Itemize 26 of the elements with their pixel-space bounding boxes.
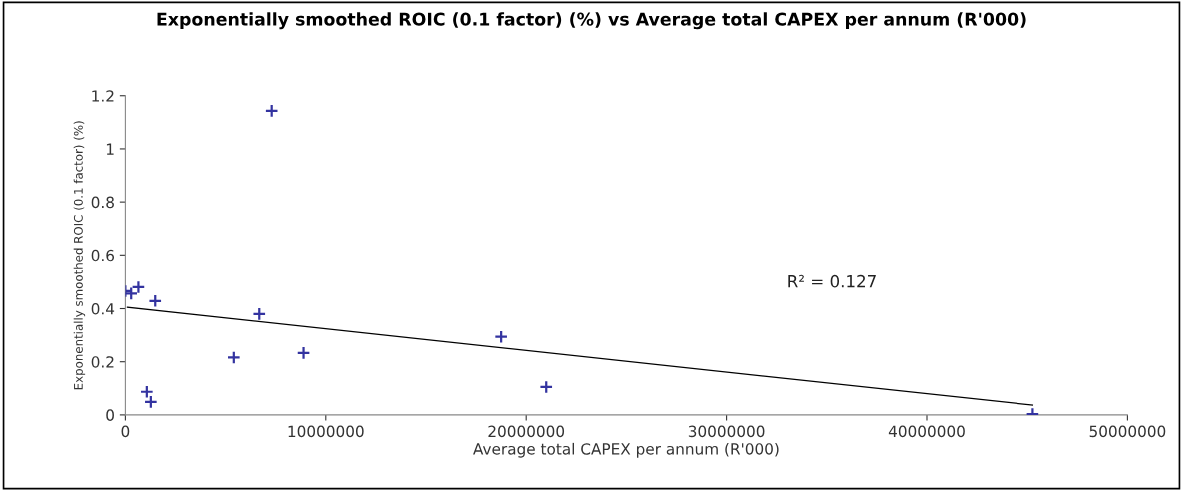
x-tick-label: 30000000 [688, 425, 765, 438]
annotation: R² = 0.127 [788, 274, 876, 288]
point [148, 293, 163, 308]
point [226, 350, 241, 365]
x-tick-label: 20000000 [488, 425, 565, 438]
y-tick-label: 0.4 [91, 302, 115, 315]
y-tick-label: 0.6 [91, 249, 115, 262]
point [143, 394, 158, 409]
point [139, 384, 154, 399]
y-axis-title: Exponentially smoothed ROIC (0.1 factor) (%) [73, 121, 86, 390]
x-axis-title: Average total CAPEX per annum (R'000) [473, 442, 779, 458]
point [264, 103, 279, 118]
y-tick-label: 0.2 [91, 356, 114, 368]
chart-title: Exponentially smoothed ROIC (0.1 factor) (%) vs Average total CAPEX per annum (R'000) [157, 12, 1026, 30]
point [539, 380, 554, 394]
x-tick-label: 10000000 [288, 425, 364, 438]
x-tick-label: 40000000 [888, 425, 965, 438]
point [296, 346, 311, 360]
point [252, 306, 267, 321]
x-tick-label: 50000000 [1089, 425, 1166, 438]
y-tick-label: 0 [106, 409, 114, 421]
y-tick-label: 1 [106, 143, 114, 155]
y-tick-label: 0.8 [91, 196, 114, 209]
point [494, 329, 509, 344]
x-tick-label: 0 [121, 425, 130, 438]
y-tick-label: 1.2 [92, 90, 114, 102]
